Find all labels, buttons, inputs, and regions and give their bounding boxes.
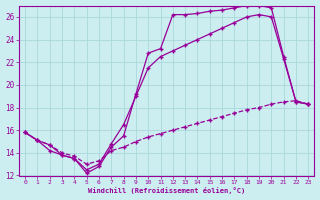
X-axis label: Windchill (Refroidissement éolien,°C): Windchill (Refroidissement éolien,°C) xyxy=(88,187,245,194)
